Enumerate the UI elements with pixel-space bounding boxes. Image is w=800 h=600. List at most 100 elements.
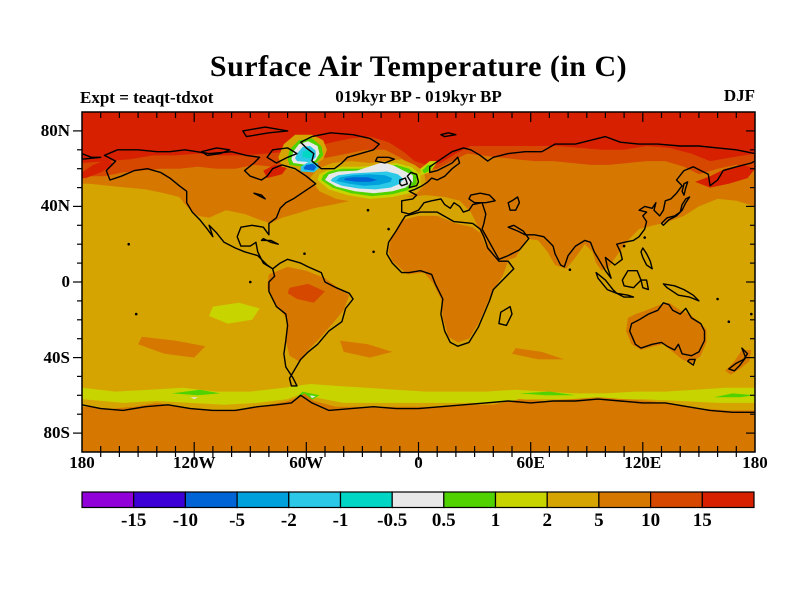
colorbar-cell: [598, 491, 652, 509]
coastline: [660, 196, 691, 227]
island-dot: [643, 236, 646, 239]
coastline: [498, 305, 513, 327]
coastlines: [82, 126, 755, 413]
island-dot: [249, 280, 252, 284]
map-border: [81, 111, 756, 453]
coastline: [468, 192, 496, 204]
temp-region: [519, 391, 576, 396]
colorbar-level-label: -10: [172, 510, 199, 531]
island-dot: [568, 268, 572, 271]
temp-region: [263, 164, 288, 179]
colorbar-cell: [288, 491, 342, 509]
lon-tick-label: 180: [69, 453, 95, 472]
lon-tick-label: 0: [414, 453, 423, 472]
coastline: [242, 126, 289, 138]
coastline: [640, 247, 653, 270]
colorbar-level-label: -0.5: [377, 510, 408, 531]
island-dot: [750, 312, 753, 316]
temp-region: [82, 112, 755, 165]
temp-region: [422, 164, 434, 174]
colorbar-level-label: -15: [121, 510, 147, 531]
plot-title: Surface Air Temperature (in C): [209, 50, 628, 83]
temp-region: [190, 397, 198, 400]
coastline: [507, 196, 521, 211]
world-temperature-map: [73, 111, 756, 460]
colorbar-cell: [236, 491, 290, 509]
colorbar-cell: [701, 491, 755, 509]
island-dot: [134, 312, 138, 316]
colorbar-cell: [133, 491, 186, 509]
coastline: [82, 152, 102, 160]
temperature-field: [82, 112, 755, 452]
temp-region: [302, 149, 313, 159]
coastline: [268, 258, 354, 387]
lon-tick-label: 180: [742, 453, 768, 472]
colorbar-level-label: 10: [641, 510, 661, 531]
season-label: DJF: [723, 86, 755, 105]
colorbar-cell: [184, 491, 238, 509]
temp-region: [267, 266, 350, 362]
colorbar-level-label: 0.5: [431, 510, 456, 531]
lon-tick-label: 120E: [624, 453, 662, 472]
coastline: [681, 181, 689, 196]
temp-region: [171, 389, 221, 396]
coastline: [253, 192, 266, 200]
lon-tick-label: 60E: [516, 453, 545, 472]
temp-region: [82, 384, 755, 405]
colorbar-cell: [546, 491, 600, 509]
colorbar-cell: [81, 491, 135, 509]
coastline: [616, 292, 635, 298]
coastline: [399, 177, 408, 187]
island-dot: [716, 297, 719, 301]
coastline: [386, 211, 515, 347]
temp-region: [303, 163, 317, 171]
lat-tick-label: 40S: [43, 347, 70, 367]
coastline: [103, 149, 317, 270]
colorbar-level-label: 1: [490, 510, 501, 531]
colorbar-level-label: -1: [332, 510, 349, 531]
colorbar-level-label: -5: [229, 510, 245, 531]
colorbar-cell: [494, 491, 548, 509]
lon-tick-label: 60W: [289, 453, 324, 472]
coastline: [374, 156, 395, 164]
lat-tick-label: 0: [61, 272, 71, 291]
island-dot: [622, 244, 626, 248]
temp-region: [138, 336, 206, 358]
colorbar-cell: [391, 491, 445, 509]
lon-tick-label: 120W: [172, 453, 216, 472]
island-dot: [727, 320, 731, 323]
coastline: [200, 147, 231, 157]
island-dot: [303, 252, 306, 255]
coastline: [640, 279, 650, 291]
temp-region: [209, 302, 260, 324]
colorbar-level-label: 15: [692, 510, 712, 531]
temp-region: [310, 395, 316, 399]
lat-tick-label: 80N: [40, 120, 70, 140]
island-dot: [372, 250, 375, 254]
coastline-antarctica: [82, 394, 755, 413]
temp-region: [626, 302, 707, 364]
coastline: [662, 283, 700, 302]
coastline: [687, 358, 696, 366]
plot-subtitle: 019kyr BP - 019kyr BP: [335, 87, 502, 106]
temp-region: [388, 215, 509, 343]
colorbar-level-label: 5: [594, 510, 604, 531]
temp-region: [340, 340, 393, 358]
temp-region: [82, 159, 114, 179]
coastline: [406, 171, 420, 189]
coastline: [728, 347, 749, 372]
colorbar-level-label: -2: [280, 510, 297, 531]
coastline: [440, 132, 457, 138]
temp-region: [343, 177, 378, 182]
coastline: [266, 147, 298, 164]
coastline: [299, 132, 380, 170]
colorbar: [81, 491, 755, 509]
temp-region: [512, 348, 565, 360]
lat-tick-label: 40N: [40, 196, 70, 216]
colorbar-cell: [339, 491, 393, 509]
lat-tick-label: 80S: [43, 423, 70, 443]
colorbar-cell: [649, 491, 703, 509]
coastline: [401, 135, 755, 279]
temp-region: [713, 393, 755, 398]
temp-region: [287, 283, 325, 303]
